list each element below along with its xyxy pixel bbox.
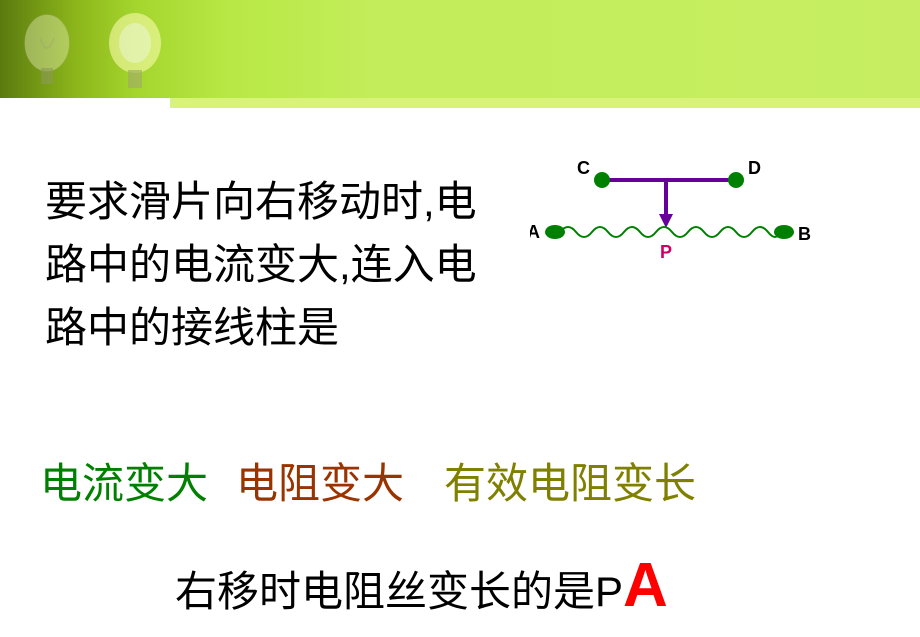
label-d: D (748, 160, 761, 178)
accent-line (170, 98, 920, 108)
hint-length: 有效电阻变长 (444, 460, 696, 507)
answer-big: A (623, 551, 668, 620)
answer-line: 右移时电阻丝变长的是PA (175, 550, 668, 621)
question-text: 要求滑片向右移动时,电路中的电流变大,连入电路中的接线柱是 (45, 170, 485, 359)
hint-resistance: 电阻变大 (236, 460, 404, 507)
lightbulb-glow-icon (100, 8, 170, 98)
label-b: B (798, 224, 811, 244)
rheostat-diagram: C D A B P (530, 160, 820, 270)
label-a: A (530, 222, 540, 242)
header-banner (0, 0, 920, 98)
hints-row: 电流变大电阻变大有效电阻变长 (40, 450, 696, 511)
lightbulb-icon (15, 8, 80, 93)
label-p: P (660, 242, 672, 262)
hint-current: 电流变大 (40, 460, 208, 507)
answer-prefix: 右移时电阻丝变长的是P (175, 568, 623, 615)
label-c: C (577, 160, 590, 178)
